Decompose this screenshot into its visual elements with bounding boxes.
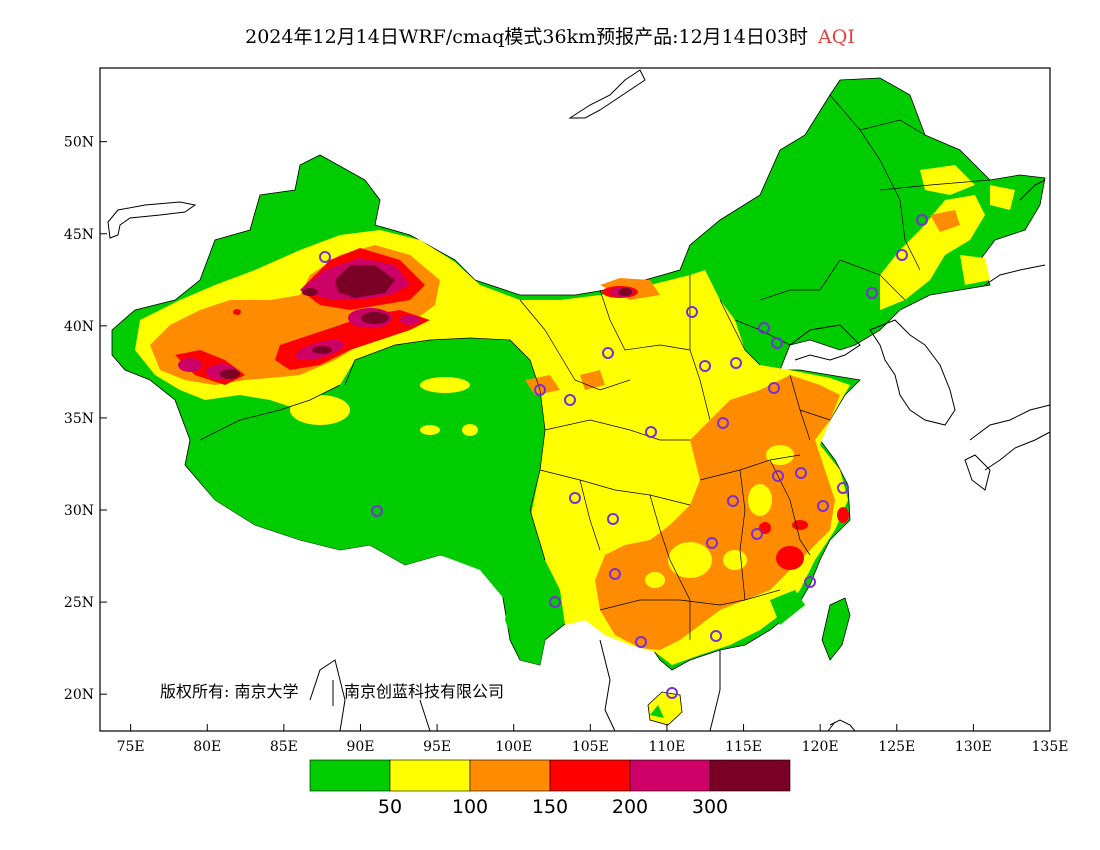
lake-baikal-outline: [568, 69, 646, 119]
station-marker: [602, 347, 614, 359]
aqi-band-above-300: [220, 265, 632, 379]
x-tick-label: 90E: [346, 739, 374, 755]
station-marker: [727, 495, 739, 507]
station-marker: [635, 636, 647, 648]
japan-coastline: [964, 404, 1051, 491]
station-marker: [607, 513, 619, 525]
russia-coast: [984, 264, 1046, 286]
station-marker: [699, 360, 711, 372]
y-tick-label: 30N: [64, 503, 94, 519]
station-marker: [758, 322, 770, 334]
y-tick-label: 25N: [64, 595, 94, 611]
y-tick-label: 45N: [64, 227, 94, 243]
title-text: 2024年12月14日WRF/cmaq模式36km预报产品:12月14日03时: [245, 26, 809, 48]
legend-swatch: [469, 759, 551, 792]
map-frame: [99, 67, 1051, 732]
company-text: 南京创蓝科技有限公司: [344, 682, 504, 701]
color-legend: 50 100 150 200 300: [309, 759, 791, 818]
station-marker: [564, 394, 576, 406]
station-markers: [319, 214, 928, 699]
x-tick-label: 120E: [802, 739, 839, 755]
station-marker: [730, 357, 742, 369]
y-tick-label: 40N: [64, 319, 94, 335]
x-tick-label: 125E: [878, 739, 915, 755]
taiwan-island: [821, 597, 851, 661]
y-tick-label: 20N: [64, 687, 94, 703]
y-axis: 20N 25N 30N 35N 40N 45N 50N: [64, 135, 107, 703]
station-marker: [371, 505, 383, 517]
legend-label: 150: [532, 796, 568, 818]
y-tick-label: 35N: [64, 411, 94, 427]
bohai-coast: [789, 324, 861, 361]
station-marker: [534, 384, 546, 396]
station-marker: [768, 382, 780, 394]
station-marker: [804, 576, 816, 588]
station-marker: [666, 687, 678, 699]
legend-label: 50: [378, 796, 402, 818]
x-tick-label: 95E: [423, 739, 451, 755]
bay-of-bengal-coast: [309, 659, 431, 732]
legend-swatch: [629, 759, 711, 792]
legend-label: 300: [692, 796, 728, 818]
variable-label: AQI: [818, 26, 855, 48]
station-marker: [772, 470, 784, 482]
station-marker: [837, 482, 849, 494]
station-marker: [795, 467, 807, 479]
x-tick-label: 110E: [648, 739, 685, 755]
lake-balkhash-outline: [107, 201, 197, 239]
legend-swatch: [549, 759, 631, 792]
station-marker: [771, 337, 783, 349]
x-tick-label: 100E: [495, 739, 532, 755]
x-tick-label: 105E: [572, 739, 609, 755]
x-tick-label: 135E: [1032, 739, 1069, 755]
aqi-band-0-50-patches: [190, 338, 805, 665]
copyright-text: 版权所有: 南京大学: [160, 682, 298, 701]
station-marker: [569, 492, 581, 504]
legend-swatch: [309, 759, 391, 792]
x-tick-label: 75E: [117, 739, 145, 755]
station-marker: [645, 426, 657, 438]
station-marker: [686, 306, 698, 318]
x-tick-label: 115E: [725, 739, 762, 755]
x-tick-label: 80E: [193, 739, 221, 755]
station-marker: [916, 214, 928, 226]
hainan-island: [647, 691, 683, 726]
y-tick-label: 50N: [64, 135, 94, 151]
province-boundaries: [199, 94, 991, 640]
x-tick-label: 130E: [955, 739, 992, 755]
station-marker: [817, 500, 829, 512]
aqi-field: [111, 77, 1046, 726]
map-title: 2024年12月14日WRF/cmaq模式36km预报产品:12月14日03时 A…: [0, 22, 1100, 49]
station-marker: [866, 287, 878, 299]
x-tick-label: 85E: [270, 739, 298, 755]
station-marker: [751, 528, 763, 540]
foreign-coastlines: [107, 69, 1051, 732]
indochina-coast: [599, 639, 721, 732]
station-marker: [896, 249, 908, 261]
philippines-outline: [827, 719, 856, 732]
station-marker: [717, 417, 729, 429]
station-marker: [706, 537, 718, 549]
station-marker: [609, 568, 621, 580]
x-axis: 75E 80E 85E 90E 95E 100E 105E 110E 115E 120E 125E 1…: [117, 724, 1069, 755]
legend-label: 100: [452, 796, 488, 818]
sakhalin-outline: [1019, 179, 1046, 201]
legend-label: 200: [612, 796, 648, 818]
korea-coastline: [869, 319, 956, 426]
legend-swatch: [389, 759, 471, 792]
station-marker: [549, 596, 561, 608]
station-marker: [710, 630, 722, 642]
station-marker: [319, 251, 331, 263]
legend-swatch: [709, 759, 791, 792]
